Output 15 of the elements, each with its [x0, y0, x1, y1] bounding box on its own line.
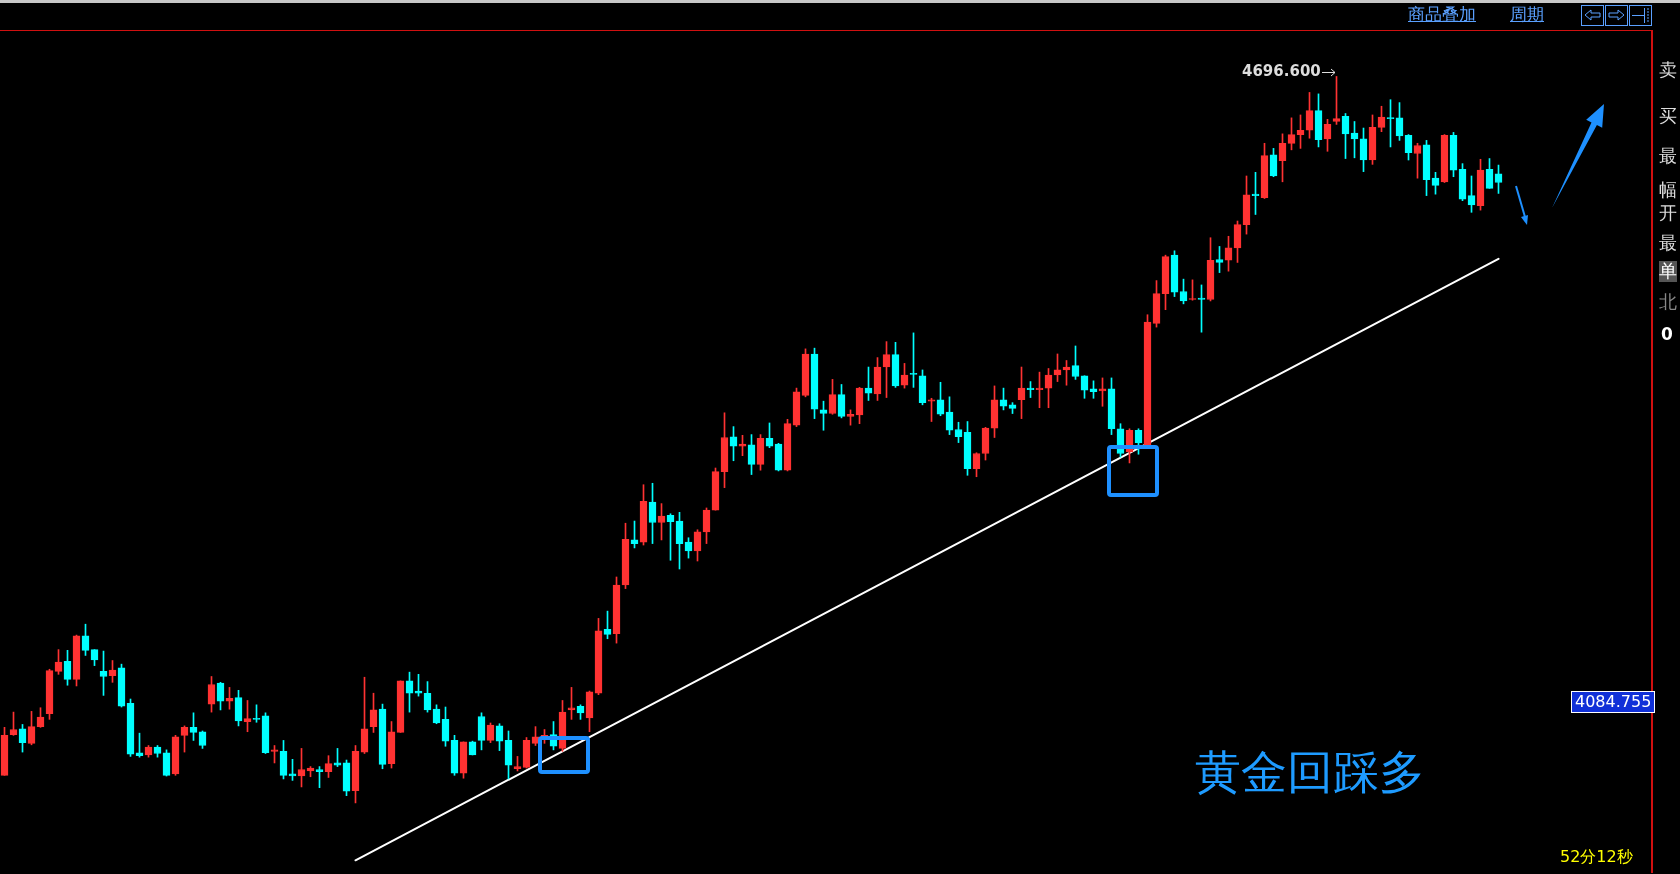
annotation: 黄金回踩多 [1195, 745, 1425, 799]
text: 单 [1659, 260, 1677, 282]
text: 4084.755 [1571, 691, 1656, 714]
text: 最 [1659, 232, 1677, 254]
text: 幅 [1659, 179, 1677, 201]
text: 北 [1659, 291, 1677, 313]
text: 开 [1659, 202, 1677, 224]
text: 52分12秒 [1560, 847, 1633, 867]
annotation: 4696.600 [1242, 62, 1321, 81]
text: 商品叠加 [1408, 4, 1476, 25]
text: 买 [1659, 105, 1677, 127]
text: 最 [1659, 145, 1677, 167]
text: 卖 [1659, 59, 1677, 81]
text: 0 [1661, 324, 1673, 345]
text: 周期 [1510, 4, 1544, 25]
